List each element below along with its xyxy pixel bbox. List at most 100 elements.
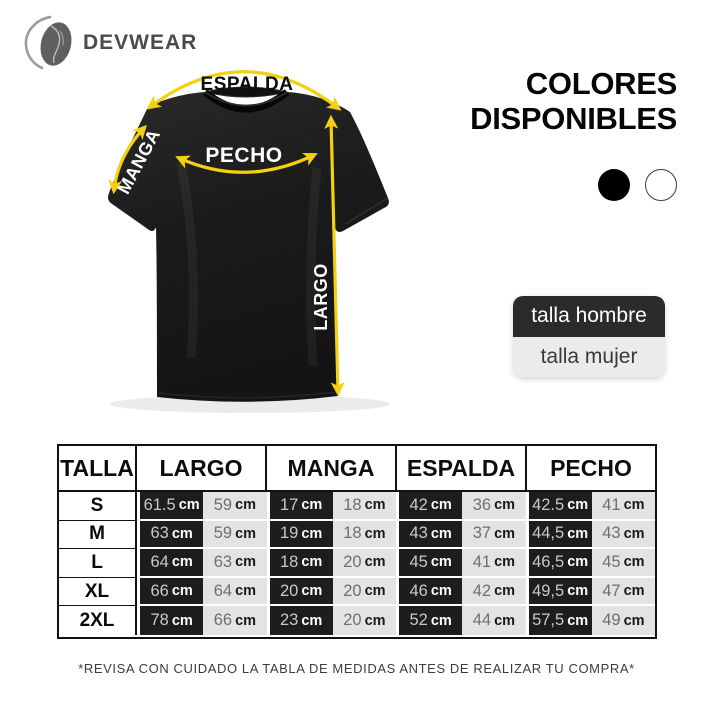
value-mujer: 59 cm (203, 520, 267, 550)
measure-group: 57,5 cm 49 cm (525, 606, 655, 635)
size-table: TALLA LARGO MANGA ESPALDA PECHO S 61.5 cm 5… (57, 444, 657, 639)
measure-group: 46 cm 42 cm (396, 577, 526, 607)
colors-title-line2: DISPONIBLES (470, 101, 677, 136)
color-swatches (470, 169, 677, 201)
header-largo: LARGO (137, 446, 267, 490)
size-label: M (59, 520, 137, 550)
size-row: M 63 cm 59 cm 19 cm 18 cm 43 cm 37 cm 44,5 cm 43 cm (59, 520, 655, 550)
header-espalda: ESPALDA (397, 446, 527, 490)
value-hombre: 46 cm (399, 577, 463, 607)
talla-mujer-button[interactable]: talla mujer (513, 336, 665, 377)
value-mujer: 64 cm (203, 577, 267, 607)
value-mujer: 37 cm (462, 520, 526, 550)
value-mujer: 18 cm (332, 492, 396, 521)
value-mujer: 49 cm (591, 606, 655, 635)
espalda-label: ESPALDA (201, 74, 294, 95)
measure-group: 17 cm 18 cm (266, 492, 396, 521)
value-mujer: 41 cm (462, 549, 526, 578)
measure-group: 43 cm 37 cm (396, 520, 526, 550)
fold-highlight (306, 167, 322, 367)
size-label: S (59, 492, 137, 521)
value-hombre: 46,5 cm (528, 549, 592, 578)
value-hombre: 42.5 cm (528, 492, 592, 521)
espalda-arrow (146, 70, 342, 111)
measure-group: 19 cm 18 cm (266, 520, 396, 550)
measure-group: 42.5 cm 41 cm (525, 492, 655, 521)
value-hombre: 78 cm (140, 606, 204, 635)
pecho-label: PECHO (205, 144, 282, 167)
sleeve-seam (344, 197, 389, 225)
colors-title: COLORES DISPONIBLES (470, 66, 677, 136)
measure-group: 23 cm 20 cm (266, 606, 396, 635)
value-hombre: 42 cm (399, 492, 463, 521)
sleeve-seam (111, 203, 150, 231)
measure-group: 66 cm 64 cm (137, 577, 267, 607)
measure-group: 18 cm 20 cm (266, 549, 396, 578)
measure-group: 46,5 cm 45 cm (525, 549, 655, 578)
value-hombre: 57,5 cm (528, 606, 592, 635)
value-mujer: 20 cm (332, 549, 396, 578)
value-hombre: 63 cm (140, 520, 204, 550)
value-hombre: 20 cm (269, 577, 333, 607)
fold-highlight (176, 162, 198, 359)
measure-group: 42 cm 36 cm (396, 492, 526, 521)
size-row: XL 66 cm 64 cm 20 cm 20 cm 46 cm 42 cm 49,5 cm 47 cm (59, 577, 655, 607)
color-swatch-blanco[interactable] (645, 169, 677, 201)
value-mujer: 36 cm (462, 492, 526, 521)
measure-group: 45 cm 41 cm (396, 549, 526, 578)
largo-arrow (324, 114, 345, 397)
brand-header: DEVWEAR (22, 14, 197, 72)
disclaimer-text: *REVISA CON CUIDADO LA TABLA DE MEDIDAS … (78, 661, 635, 676)
size-table-header: TALLA LARGO MANGA ESPALDA PECHO (59, 446, 655, 492)
size-table-body: S 61.5 cm 59 cm 17 cm 18 cm 42 cm 36 cm 42.5 cm 41 cm M 63… (59, 492, 655, 637)
size-row: 2XL 78 cm 66 cm 23 cm 20 cm 52 cm 44 cm 57,5 cm 49 cm (59, 606, 655, 635)
size-row: L 64 cm 63 cm 18 cm 20 cm 45 cm 41 cm 46,5 cm 45 cm (59, 549, 655, 578)
size-row: S 61.5 cm 59 cm 17 cm 18 cm 42 cm 36 cm 42.5 cm 41 cm (59, 492, 655, 521)
measure-group: 61.5 cm 59 cm (137, 492, 267, 521)
value-mujer: 63 cm (203, 549, 267, 578)
header-talla: TALLA (59, 446, 137, 490)
value-mujer: 43 cm (591, 520, 655, 550)
value-mujer: 59 cm (203, 492, 267, 521)
value-mujer: 45 cm (591, 549, 655, 578)
value-hombre: 49,5 cm (528, 577, 592, 607)
size-label: XL (59, 577, 137, 607)
value-hombre: 66 cm (140, 577, 204, 607)
measure-group: 49,5 cm 47 cm (525, 577, 655, 607)
value-mujer: 66 cm (203, 606, 267, 635)
size-type-toggle: talla hombre talla mujer (513, 296, 665, 377)
shirt-shadow (110, 395, 390, 413)
value-mujer: 47 cm (591, 577, 655, 607)
value-hombre: 52 cm (399, 606, 463, 635)
value-mujer: 18 cm (332, 520, 396, 550)
header-pecho: PECHO (550, 454, 632, 481)
devwear-logo-icon (24, 15, 72, 70)
value-mujer: 44 cm (462, 606, 526, 635)
color-swatch-negro[interactable] (598, 169, 630, 201)
tshirt-shape (108, 92, 389, 402)
value-hombre: 19 cm (269, 520, 333, 550)
size-label: 2XL (59, 606, 137, 635)
brand-name: DEVWEAR (83, 31, 198, 54)
value-hombre: 61.5 cm (140, 492, 204, 521)
colors-title-line1: COLORES (525, 66, 678, 101)
hem-seam (158, 391, 337, 399)
value-hombre: 17 cm (269, 492, 333, 521)
value-hombre: 18 cm (269, 549, 333, 578)
value-mujer: 20 cm (332, 606, 396, 635)
value-mujer: 41 cm (591, 492, 655, 521)
value-hombre: 44,5 cm (528, 520, 592, 550)
talla-hombre-button[interactable]: talla hombre (513, 296, 665, 337)
largo-label: LARGO (311, 263, 331, 331)
measure-group: 52 cm 44 cm (396, 606, 526, 635)
manga-arrow (108, 124, 147, 195)
value-mujer: 42 cm (462, 577, 526, 607)
measure-group: 44,5 cm 43 cm (525, 520, 655, 550)
measure-group: 64 cm 63 cm (137, 549, 267, 578)
size-label: L (59, 549, 137, 578)
value-hombre: 23 cm (269, 606, 333, 635)
pecho-arrow (175, 152, 318, 174)
header-manga: MANGA (267, 446, 397, 490)
value-hombre: 64 cm (140, 549, 204, 578)
value-mujer: 20 cm (332, 577, 396, 607)
